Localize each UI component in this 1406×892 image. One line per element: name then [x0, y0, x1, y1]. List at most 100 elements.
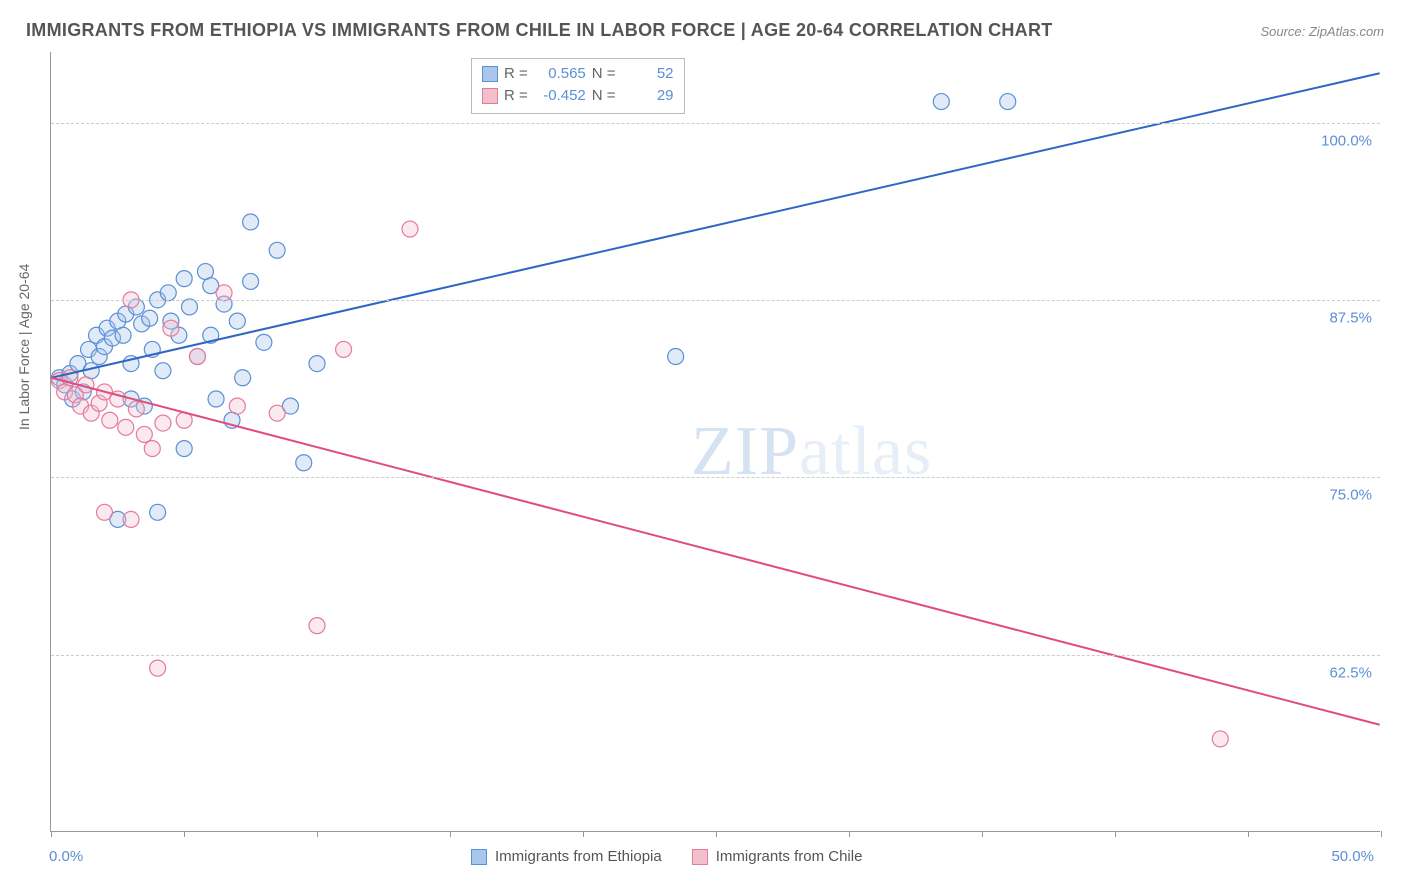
x-tick-mark [716, 831, 717, 837]
data-point [282, 398, 298, 414]
data-point [235, 370, 251, 386]
data-point [176, 412, 192, 428]
data-point [62, 370, 78, 386]
data-point [189, 349, 205, 365]
n-value-ethiopia: 52 [622, 63, 674, 85]
source-attribution: Source: ZipAtlas.com [1260, 24, 1384, 39]
legend-swatch-chile [482, 88, 498, 104]
data-point [160, 285, 176, 301]
data-point [123, 511, 139, 527]
x-tick-mark [450, 831, 451, 837]
data-point [123, 356, 139, 372]
series-swatch-ethiopia [471, 849, 487, 865]
data-point [65, 391, 81, 407]
x-axis-max-label: 50.0% [1331, 848, 1374, 865]
data-point [224, 412, 240, 428]
x-tick-mark [583, 831, 584, 837]
data-point [70, 356, 86, 372]
y-tick-label: 75.0% [1329, 487, 1372, 504]
data-point [668, 349, 684, 365]
series-label-chile: Immigrants from Chile [716, 848, 863, 865]
legend-row-ethiopia: R = 0.565 N = 52 [482, 63, 674, 85]
data-point [62, 366, 78, 382]
data-point [78, 377, 94, 393]
x-tick-mark [51, 831, 52, 837]
data-point [51, 370, 67, 386]
data-point [110, 391, 126, 407]
data-point [155, 415, 171, 431]
data-point [296, 455, 312, 471]
data-point [336, 341, 352, 357]
series-legend-chile: Immigrants from Chile [692, 848, 863, 865]
data-point [216, 285, 232, 301]
data-point [91, 395, 107, 411]
data-point [144, 341, 160, 357]
y-axis-label: In Labor Force | Age 20-64 [16, 264, 32, 430]
data-point [57, 384, 73, 400]
data-point [96, 384, 112, 400]
data-point [1000, 94, 1016, 110]
data-point [269, 242, 285, 258]
data-point [104, 330, 120, 346]
r-value-ethiopia: 0.565 [534, 63, 586, 85]
data-point [51, 373, 67, 389]
series-legend: Immigrants from Ethiopia Immigrants from… [471, 848, 862, 865]
x-tick-mark [317, 831, 318, 837]
regression-line [51, 73, 1379, 378]
data-point [309, 356, 325, 372]
watermark: ZIPatlas [691, 412, 932, 492]
series-swatch-chile [692, 849, 708, 865]
data-point [171, 327, 187, 343]
x-axis-min-label: 0.0% [49, 848, 83, 865]
data-point [128, 401, 144, 417]
data-point [73, 398, 89, 414]
data-point [118, 419, 134, 435]
y-tick-label: 62.5% [1329, 664, 1372, 681]
data-point [309, 618, 325, 634]
data-point [136, 398, 152, 414]
data-point [57, 377, 73, 393]
series-label-ethiopia: Immigrants from Ethiopia [495, 848, 662, 865]
r-value-chile: -0.452 [534, 85, 586, 107]
gridline-h [51, 123, 1380, 124]
data-point [83, 405, 99, 421]
x-tick-mark [1115, 831, 1116, 837]
data-point [144, 441, 160, 457]
data-point [256, 334, 272, 350]
chart-title: IMMIGRANTS FROM ETHIOPIA VS IMMIGRANTS F… [26, 20, 1053, 41]
data-point [216, 296, 232, 312]
data-point [115, 327, 131, 343]
series-legend-ethiopia: Immigrants from Ethiopia [471, 848, 662, 865]
data-point [96, 339, 112, 355]
data-point [91, 349, 107, 365]
data-point [75, 384, 91, 400]
data-point [229, 313, 245, 329]
n-label: N = [592, 63, 616, 85]
n-value-chile: 29 [622, 85, 674, 107]
data-point [189, 349, 205, 365]
y-tick-label: 87.5% [1329, 310, 1372, 327]
data-point [123, 391, 139, 407]
data-point [203, 278, 219, 294]
data-point [89, 327, 105, 343]
plot-area: ZIPatlas R = 0.565 N = 52 R = -0.452 N =… [50, 52, 1380, 832]
data-point [99, 320, 115, 336]
gridline-h [51, 655, 1380, 656]
data-point [208, 391, 224, 407]
data-point [96, 504, 112, 520]
data-point [269, 405, 285, 421]
data-point [197, 264, 213, 280]
data-point [176, 271, 192, 287]
data-point [102, 412, 118, 428]
data-point [243, 273, 259, 289]
data-point [229, 398, 245, 414]
data-point [81, 341, 97, 357]
chart-svg [51, 52, 1380, 831]
x-tick-mark [982, 831, 983, 837]
data-point [402, 221, 418, 237]
data-point [110, 313, 126, 329]
data-point [163, 313, 179, 329]
n-label: N = [592, 85, 616, 107]
data-point [136, 426, 152, 442]
data-point [150, 660, 166, 676]
